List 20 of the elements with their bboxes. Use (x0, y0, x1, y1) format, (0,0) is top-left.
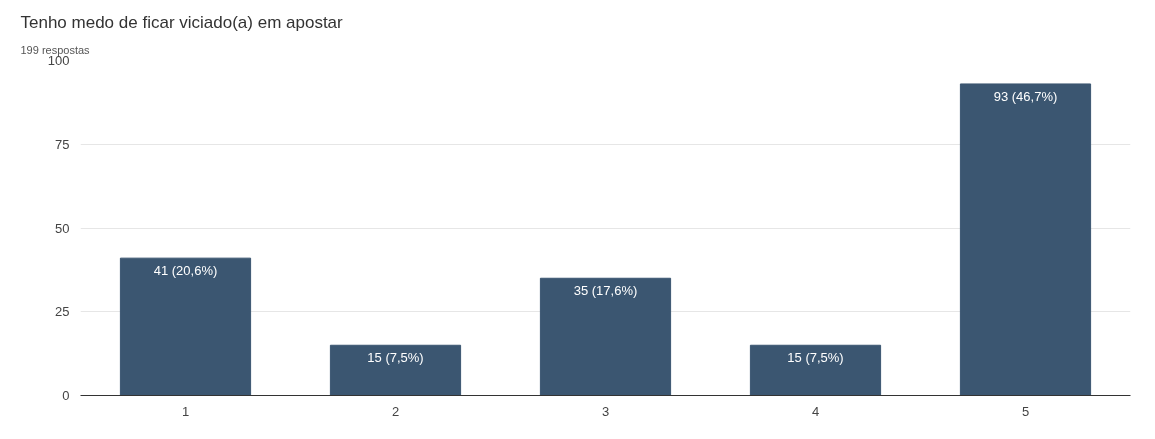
data-label: 93 (46,7%) (993, 88, 1058, 104)
bar (539, 277, 672, 396)
data-label: 15 (7,5%) (787, 350, 844, 366)
data-label: 41 (20,6%) (153, 263, 218, 279)
x-tick-label: 5 (1021, 403, 1030, 419)
y-tick-label: 0 (62, 388, 70, 403)
bar (959, 83, 1092, 396)
y-tick-label: 75 (55, 136, 70, 152)
data-label: 15 (7,5%) (367, 350, 424, 366)
chart-title: Tenho medo de ficar viciado(a) em apostar (20, 12, 344, 32)
x-tick-label: 1 (181, 403, 190, 419)
bar (119, 257, 252, 396)
bar (749, 344, 882, 396)
x-tick-label: 2 (391, 403, 400, 419)
bar (329, 344, 462, 396)
data-label: 35 (17,6%) (573, 283, 638, 299)
x-tick-label: 3 (601, 403, 610, 419)
y-tick-label: 50 (55, 220, 70, 236)
x-tick-label: 4 (811, 403, 820, 419)
y-tick-label: 25 (55, 304, 70, 320)
